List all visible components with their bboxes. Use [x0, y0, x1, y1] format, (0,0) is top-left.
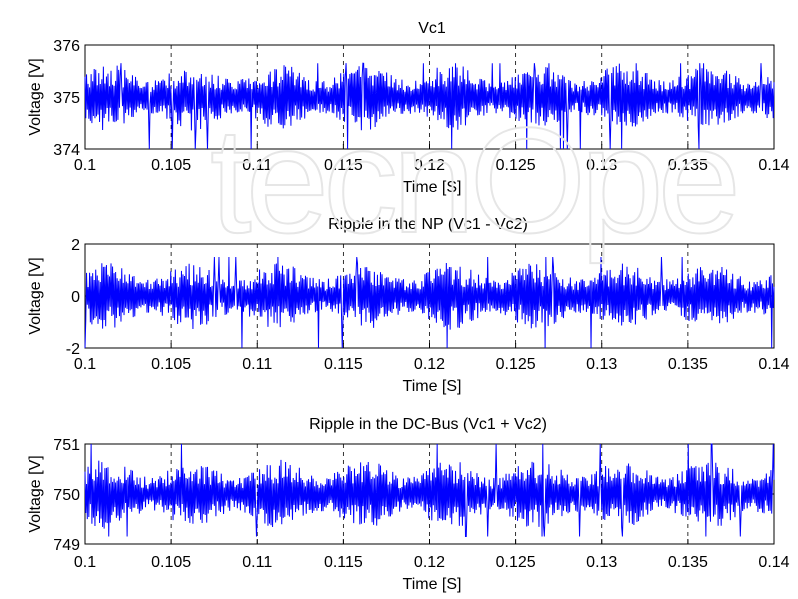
- subplot-vc1: Vc1 0.1 0.105 0.11 0.115 0.12 0.125 0.13 0.135 0…: [27, 20, 790, 196]
- x-tick-label: 0.13: [586, 157, 617, 174]
- y-tick-label: 374: [53, 142, 80, 159]
- y-axis-label: Voltage [V]: [27, 257, 44, 334]
- x-tick-label: 0.1: [74, 356, 96, 373]
- x-axis-label: Time [S]: [403, 576, 462, 593]
- series-line: [84, 62, 775, 150]
- x-tick-label: 0.105: [151, 157, 191, 174]
- x-tick-label: 0.14: [758, 157, 789, 174]
- x-tick-label: 0.115: [324, 157, 363, 174]
- x-tick-label: 0.125: [496, 554, 536, 571]
- x-tick-label: 0.12: [414, 554, 445, 571]
- x-tick-label: 0.11: [242, 157, 272, 174]
- x-axis-label: Time [S]: [403, 179, 462, 196]
- x-tick-label: 0.115: [324, 356, 363, 373]
- y-tick-label: 0: [71, 289, 80, 306]
- chart-title: Vc1: [418, 20, 446, 37]
- y-tick-label: 376: [53, 38, 80, 55]
- x-tick-label: 0.125: [496, 157, 536, 174]
- chart-title: Ripple in the NP (Vc1 - Vc2): [328, 216, 528, 233]
- y-tick-label: 749: [53, 537, 80, 554]
- x-tick-label: 0.135: [668, 356, 708, 373]
- y-tick-label: 750: [53, 487, 80, 504]
- x-tick-label: 0.1: [74, 554, 96, 571]
- subplot-np-ripple: Ripple in the NP (Vc1 - Vc2) 0.1 0.105 0.1…: [27, 216, 790, 395]
- y-axis-label: Voltage [V]: [27, 455, 44, 532]
- y-tick-label: 2: [71, 237, 80, 254]
- subplot-dcbus-ripple: Ripple in the DC-Bus (Vc1 + Vc2) 0.1 0.10…: [27, 416, 790, 593]
- x-tick-label: 0.11: [242, 356, 272, 373]
- x-tick-label: 0.125: [496, 356, 536, 373]
- x-axis-label: Time [S]: [403, 378, 462, 395]
- y-tick-label: 751: [53, 437, 80, 454]
- x-tick-label: 0.14: [758, 356, 789, 373]
- chart-title: Ripple in the DC-Bus (Vc1 + Vc2): [309, 416, 547, 433]
- x-tick-label: 0.135: [668, 554, 708, 571]
- y-tick-label: 375: [53, 90, 80, 107]
- x-tick-label: 0.11: [242, 554, 272, 571]
- x-tick-label: 0.12: [414, 356, 445, 373]
- x-tick-label: 0.13: [586, 554, 617, 571]
- x-tick-label: 0.135: [668, 157, 708, 174]
- y-tick-label: -2: [66, 341, 80, 358]
- x-tick-label: 0.13: [586, 356, 617, 373]
- x-tick-label: 0.12: [414, 157, 445, 174]
- series-line: [84, 443, 775, 537]
- x-tick-label: 0.105: [151, 554, 191, 571]
- y-axis-label: Voltage [V]: [27, 58, 44, 135]
- x-tick-label: 0.14: [758, 554, 789, 571]
- series-line: [84, 256, 775, 349]
- x-tick-label: 0.1: [74, 157, 96, 174]
- x-tick-label: 0.115: [324, 554, 363, 571]
- x-tick-label: 0.105: [151, 356, 191, 373]
